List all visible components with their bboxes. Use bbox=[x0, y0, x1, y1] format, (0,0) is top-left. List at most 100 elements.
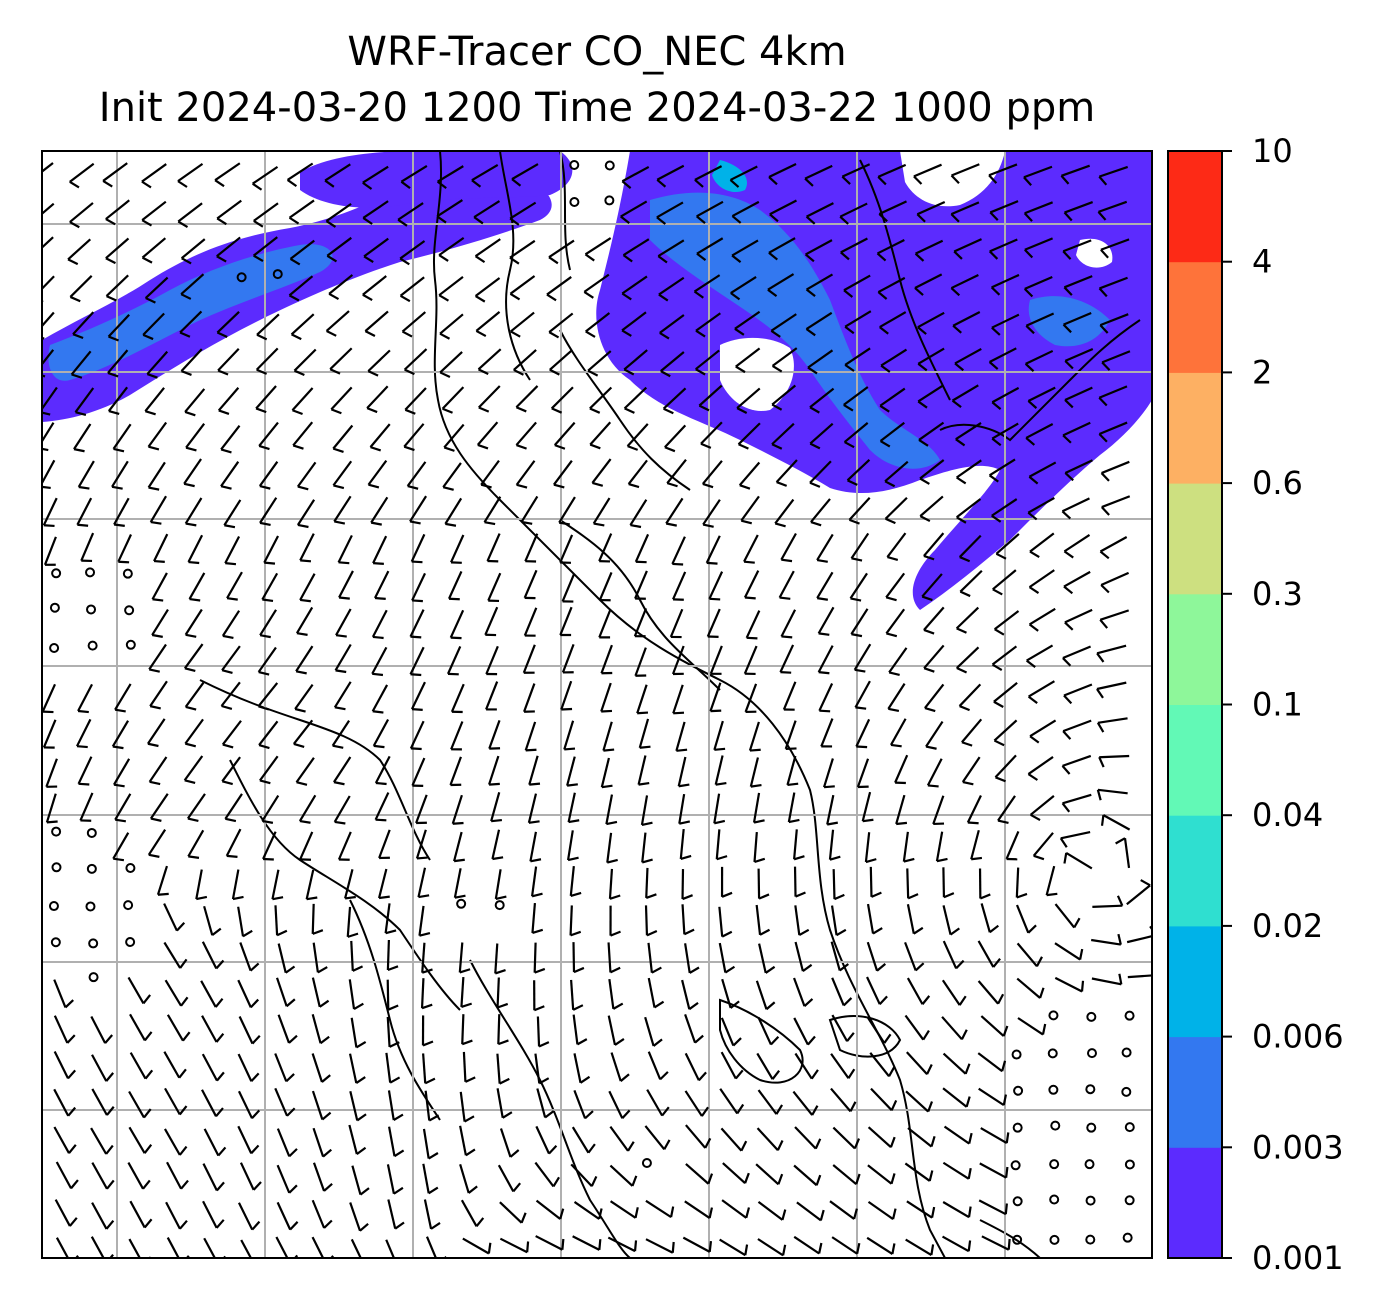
wind-barb bbox=[1101, 350, 1131, 371]
wind-barb bbox=[42, 311, 55, 340]
wind-barb bbox=[499, 1237, 530, 1254]
wind-barb bbox=[705, 535, 721, 565]
wind-barb bbox=[128, 1238, 152, 1258]
wind-barb bbox=[509, 239, 536, 265]
wind-barb bbox=[952, 311, 981, 334]
wind-barb bbox=[42, 275, 55, 303]
wind-barb bbox=[214, 162, 241, 188]
wind-barb bbox=[259, 497, 278, 527]
wind-barb bbox=[328, 274, 354, 301]
wind-barb bbox=[490, 792, 503, 823]
wind-barb bbox=[105, 274, 129, 302]
wind-barb bbox=[443, 423, 465, 452]
wind-barb bbox=[374, 792, 390, 822]
wind-barb bbox=[69, 202, 94, 229]
wind-barb bbox=[295, 606, 314, 636]
wind-barb bbox=[263, 535, 280, 565]
wind-barb bbox=[958, 534, 982, 563]
wind-barb bbox=[644, 905, 658, 937]
wind-barb bbox=[494, 943, 506, 975]
wind-barb bbox=[877, 276, 906, 300]
wind-barb bbox=[237, 906, 253, 938]
wind-barb bbox=[990, 273, 1020, 296]
wind-barb bbox=[775, 459, 798, 487]
wind-barb bbox=[923, 606, 945, 635]
wind-barb bbox=[112, 423, 132, 453]
wind-barb bbox=[736, 387, 761, 414]
wind-barb bbox=[148, 756, 168, 786]
wind-barb bbox=[608, 1090, 631, 1120]
wind-barb bbox=[980, 1015, 1009, 1037]
wind-barb bbox=[954, 348, 982, 372]
wind-barb bbox=[1029, 532, 1055, 559]
wind-barb bbox=[522, 644, 536, 674]
wind-barb bbox=[854, 680, 871, 710]
wind-barb bbox=[950, 163, 980, 184]
wind-barb bbox=[332, 460, 353, 490]
calm-wind-marker bbox=[1012, 1122, 1023, 1133]
wind-barb bbox=[748, 721, 761, 752]
wind-barb bbox=[793, 1164, 822, 1187]
wind-barb bbox=[146, 350, 169, 379]
wind-barb bbox=[180, 348, 203, 376]
wind-barb bbox=[664, 424, 687, 453]
wind-barb bbox=[867, 1201, 897, 1221]
calm-wind-marker bbox=[86, 863, 97, 874]
wind-barb bbox=[296, 461, 317, 491]
wind-barb bbox=[90, 1016, 113, 1044]
wind-barb bbox=[1027, 680, 1055, 705]
wind-barb bbox=[721, 1199, 751, 1219]
wind-barb bbox=[561, 573, 576, 603]
wind-barb bbox=[793, 1017, 816, 1046]
wind-barb bbox=[195, 869, 208, 901]
wind-barb bbox=[885, 608, 906, 638]
wind-barb bbox=[592, 497, 611, 527]
wind-barb bbox=[995, 533, 1020, 560]
wind-barb bbox=[826, 794, 838, 826]
wind-barb bbox=[203, 1237, 227, 1258]
wind-barb bbox=[919, 495, 944, 523]
wind-barb bbox=[573, 1053, 591, 1084]
wind-barb bbox=[720, 1127, 748, 1152]
wind-barb bbox=[363, 237, 389, 264]
wind-barb bbox=[589, 386, 613, 414]
coastline-segment bbox=[979, 1219, 1041, 1258]
wind-barb bbox=[386, 1164, 404, 1195]
wind-barb bbox=[42, 349, 55, 378]
wind-barb bbox=[669, 608, 684, 639]
wind-barb bbox=[988, 347, 1017, 370]
wind-barb bbox=[107, 349, 129, 378]
wind-barb bbox=[607, 1015, 625, 1046]
wind-barb bbox=[372, 718, 390, 749]
wind-barb bbox=[257, 646, 277, 676]
wind-barb bbox=[371, 684, 389, 714]
wind-barb bbox=[523, 569, 538, 600]
wind-barb bbox=[105, 237, 130, 265]
wind-barb bbox=[294, 683, 314, 713]
wind-barb bbox=[805, 311, 833, 337]
wind-barb bbox=[1023, 275, 1053, 298]
wind-barb bbox=[491, 829, 504, 861]
wind-barb bbox=[166, 1161, 189, 1190]
wind-barb bbox=[793, 829, 805, 861]
wind-barb bbox=[805, 273, 834, 298]
wind-barb bbox=[67, 238, 92, 266]
wind-barb bbox=[816, 571, 834, 601]
wind-barb bbox=[626, 423, 649, 451]
wind-barb bbox=[275, 977, 296, 1008]
wind-barb bbox=[184, 497, 203, 527]
calm-wind-marker bbox=[1086, 1122, 1097, 1133]
wind-barb bbox=[879, 311, 907, 335]
wind-barb bbox=[177, 162, 204, 188]
wind-barb bbox=[180, 273, 205, 300]
wind-barb bbox=[203, 905, 222, 937]
wind-barb bbox=[221, 756, 241, 786]
wind-barb bbox=[295, 645, 314, 675]
wind-barb bbox=[583, 273, 610, 299]
wind-barb bbox=[151, 608, 169, 638]
wind-barb bbox=[348, 1053, 366, 1084]
wind-barb bbox=[299, 573, 316, 603]
wind-barb bbox=[511, 163, 539, 187]
calm-wind-marker bbox=[236, 272, 247, 283]
wind-barb bbox=[415, 829, 428, 860]
